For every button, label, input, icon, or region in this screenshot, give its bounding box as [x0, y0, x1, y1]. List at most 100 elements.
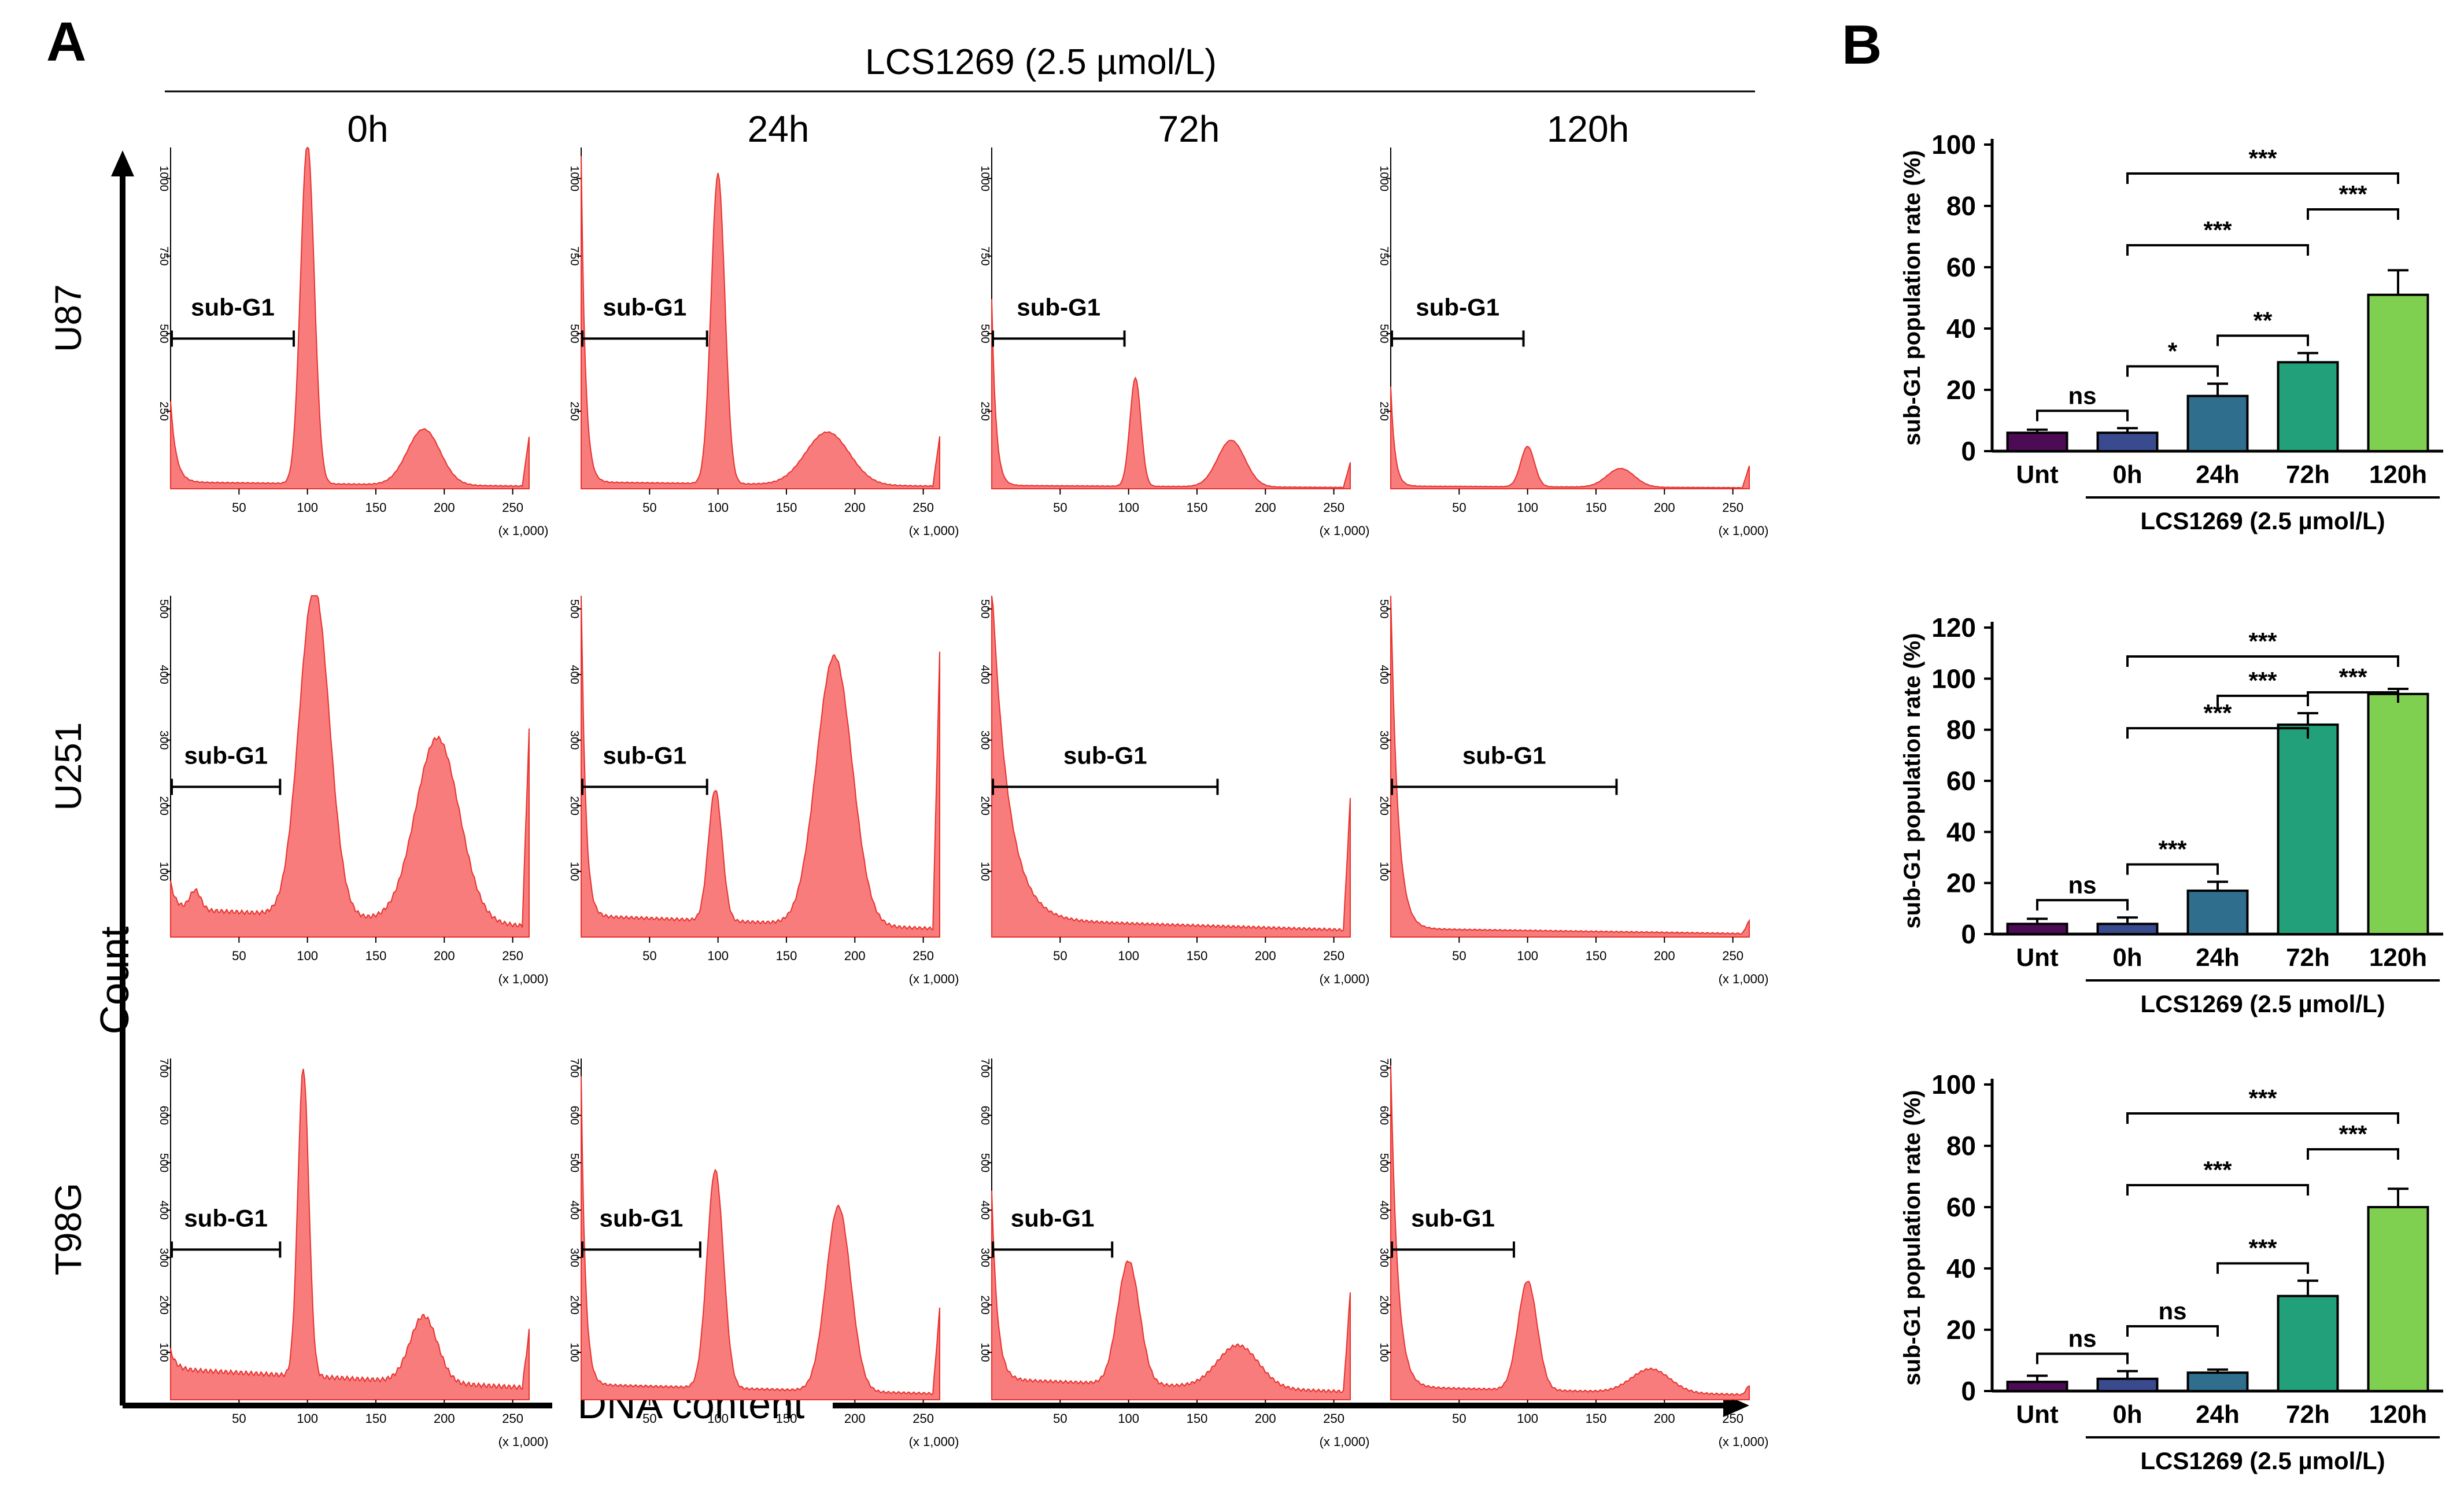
histogram-x-tick-label: 50 — [232, 1411, 246, 1426]
panel-a-label: A — [46, 11, 86, 73]
histogram-x-tick-label: 200 — [1654, 949, 1675, 963]
bar-category-label: Unt — [2016, 460, 2059, 489]
histogram-x-tick-label: 250 — [1722, 500, 1743, 515]
cell-line-label-U87: U87 — [47, 284, 89, 352]
histogram-x-tick-label: 150 — [776, 949, 797, 963]
bar-y-tick-label: 0 — [1961, 1376, 1976, 1406]
bar-120h — [2367, 1206, 2429, 1392]
histogram-x-tick-label: 100 — [297, 500, 318, 515]
histogram-x-tick-label: 100 — [1517, 500, 1538, 515]
histogram-y-tick-label: 750 — [157, 246, 170, 265]
histogram-y-tick-label: 100 — [157, 862, 170, 881]
bar-y-tick-label: 40 — [1946, 313, 1976, 344]
histogram-x-tick-label: 150 — [365, 1411, 387, 1426]
histogram-y-tick-label: 300 — [978, 731, 991, 750]
histogram-x-scale-label: (x 1,000) — [909, 972, 959, 986]
histogram-x-tick-label: 250 — [1323, 500, 1344, 515]
histogram-y-tick-label: 500 — [1377, 599, 1390, 618]
panel-b-label: B — [1842, 14, 1882, 76]
histogram-y-tick-label: 100 — [1377, 1342, 1390, 1362]
histogram-y-tick-label: 200 — [978, 1295, 991, 1314]
bar-y-tick-label: 120 — [1931, 613, 1976, 643]
histogram-y-tick-label: 500 — [568, 1153, 581, 1172]
significance-label: *** — [2248, 667, 2277, 694]
significance-bracket — [2126, 365, 2219, 377]
significance-label: *** — [2248, 145, 2277, 172]
bar-category-label: 24h — [2196, 460, 2240, 489]
bar-120h — [2367, 692, 2429, 936]
bar-y-tick-label: 20 — [1946, 868, 1976, 898]
histogram-x-scale-label: (x 1,000) — [1320, 972, 1370, 986]
histogram-area — [581, 156, 940, 489]
bar-24h — [2186, 394, 2249, 452]
histogram-y-tick-label: 100 — [157, 1342, 170, 1362]
histogram-y-tick-label: 400 — [978, 665, 991, 684]
histogram-y-tick-label: 100 — [978, 862, 991, 881]
histogram-y-tick-label: 200 — [157, 1295, 170, 1314]
histogram-y-tick-label: 700 — [157, 1058, 170, 1078]
histogram-x-tick-label: 250 — [1722, 1411, 1743, 1426]
bar-Unt — [2006, 923, 2068, 936]
sub-g1-label: sub-G1 — [1063, 742, 1147, 769]
bar-72h — [2277, 361, 2339, 452]
histogram-x-scale-label: (x 1,000) — [1719, 1434, 1769, 1449]
bar-y-tick-label: 60 — [1946, 1192, 1976, 1222]
bar-y-tick-label: 60 — [1946, 252, 1976, 282]
significance-label: ns — [2068, 1325, 2096, 1352]
bar-y-tick-label: 20 — [1946, 1315, 1976, 1345]
significance-bracket — [2036, 410, 2129, 422]
significance-label: *** — [2203, 216, 2232, 244]
cell-line-label-U251: U251 — [47, 722, 89, 811]
histogram-x-tick-label: 200 — [434, 500, 455, 515]
bar-Unt — [2006, 431, 2068, 453]
histogram-x-tick-label: 150 — [1586, 949, 1607, 963]
histogram-y-tick-label: 300 — [157, 731, 170, 750]
significance-bracket — [2126, 1112, 2399, 1124]
bar-category-label: 72h — [2286, 1400, 2330, 1429]
histogram-y-tick-label: 500 — [978, 1153, 991, 1172]
histogram-x-scale-label: (x 1,000) — [498, 972, 549, 986]
histogram-y-tick-label: 100 — [1377, 862, 1390, 881]
histogram-x-tick-label: 100 — [707, 949, 729, 963]
histogram-x-tick-label: 250 — [1323, 949, 1344, 963]
histogram-x-tick-label: 100 — [1517, 949, 1538, 963]
significance-label: *** — [2248, 1234, 2277, 1261]
histogram-x-tick-label: 200 — [844, 949, 866, 963]
significance-bracket — [2036, 1352, 2129, 1364]
histogram-area — [170, 595, 530, 938]
histogram-x-tick-label: 100 — [1118, 500, 1139, 515]
histogram-y-tick-label: 300 — [978, 1248, 991, 1267]
histogram-x-tick-label: 100 — [1517, 1411, 1538, 1426]
sub-g1-label: sub-G1 — [1411, 1204, 1495, 1231]
bar-y-tick-label: 0 — [1961, 919, 1976, 949]
histogram-x-tick-label: 100 — [297, 1411, 318, 1426]
histogram-y-tick-label: 200 — [978, 796, 991, 815]
histogram-x-scale-label: (x 1,000) — [1719, 523, 1769, 538]
significance-label: * — [2168, 337, 2178, 364]
bar-0h — [2096, 431, 2159, 453]
histogram-x-tick-label: 50 — [1452, 500, 1466, 515]
bar-y-tick-label: 40 — [1946, 1253, 1976, 1283]
sub-g1-label: sub-G1 — [1017, 293, 1100, 320]
histogram-y-tick-label: 200 — [568, 796, 581, 815]
significance-label: *** — [2248, 628, 2277, 655]
bar-y-tick-label: 20 — [1946, 375, 1976, 405]
histogram-x-tick-label: 150 — [365, 949, 387, 963]
histogram-area — [1390, 1065, 1750, 1400]
cell-line-label-T98G: T98G — [47, 1183, 89, 1275]
histogram-y-tick-label: 250 — [978, 401, 991, 420]
bar-category-label: 24h — [2196, 943, 2240, 972]
time-point-label-24h: 24h — [748, 108, 810, 150]
sub-g1-label: sub-G1 — [1462, 742, 1546, 769]
histogram-area — [1390, 386, 1750, 489]
histogram-grid: 0h 24h 72h 120h U87 50 100 150 200 250 (x 1,000) 25… — [47, 108, 1768, 1449]
histogram-x-tick-label: 150 — [1586, 1411, 1607, 1426]
histogram-y-tick-label: 400 — [568, 1201, 581, 1220]
histogram-y-tick-label: 700 — [1377, 1058, 1390, 1078]
histogram-y-tick-label: 300 — [1377, 731, 1390, 750]
histogram-area — [1390, 595, 1750, 938]
histogram-y-tick-label: 500 — [1377, 1153, 1390, 1172]
bar-y-tick-label: 100 — [1931, 1069, 1976, 1100]
bar-24h — [2186, 1371, 2249, 1392]
histogram-x-tick-label: 100 — [707, 500, 729, 515]
